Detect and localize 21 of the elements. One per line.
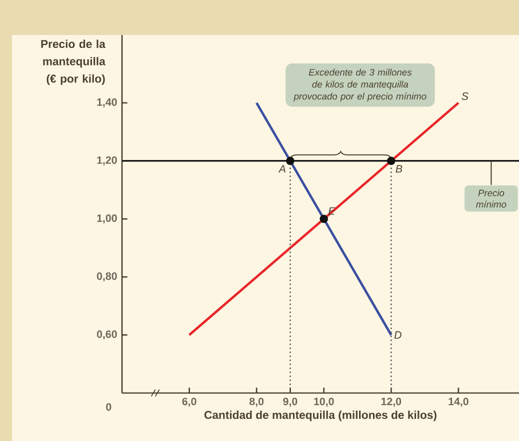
- x-tick-label: 9,0: [283, 398, 298, 407]
- series-label: S: [462, 92, 468, 100]
- x-tick-label: 8,0: [249, 398, 264, 407]
- annotation: B: [396, 165, 402, 172]
- annotation: A: [278, 165, 286, 172]
- y-tick-label: 1,20: [97, 156, 117, 166]
- x-tick-label: 12,0: [381, 398, 402, 407]
- x-tick-label: 14,0: [448, 398, 468, 407]
- annotation: E: [328, 207, 336, 215]
- y-tick-label: 1,40: [97, 98, 117, 108]
- ref-line-label: Precio mínimo: [476, 189, 506, 208]
- series-label: D: [394, 331, 402, 339]
- text: 0: [106, 403, 112, 411]
- x-tick-label: 10,0: [314, 398, 334, 407]
- x-tick-label: 6,0: [182, 398, 196, 407]
- y-axis-title: Precio de la mantequilla (€ por kilo): [41, 40, 106, 85]
- y-tick-label: 0,80: [96, 272, 117, 282]
- annotation: Excedente de 3 millones de kilos de mantequilla provocado por el precio mínimo: [294, 68, 426, 102]
- x-axis-title: Cantidad de mantequilla (millones de kilos): [204, 410, 436, 422]
- y-tick-label: 1,00: [97, 214, 117, 224]
- y-tick-label: 0,60: [96, 330, 117, 340]
